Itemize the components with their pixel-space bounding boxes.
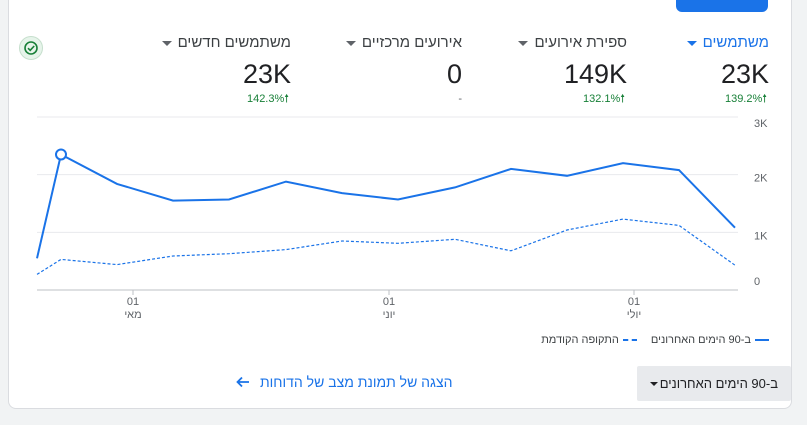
hover-point-marker [55,148,67,161]
metric-delta: - [458,93,462,105]
x-tick-month: מאי [124,309,141,321]
x-tick-month: יולי [627,308,641,321]
y-tick-label: 2K [754,173,768,185]
metric-label: משתמשים חדשים [177,34,291,51]
solid-line-swatch [755,339,769,341]
arrow-up-icon: 🠕 [284,93,289,105]
active-tab-indicator [676,0,768,12]
y-tick-label: 1K [754,230,768,242]
arrow-left-icon [236,376,249,388]
previous-period-line [36,218,736,275]
metric-delta: 🠕139.2% [724,93,767,105]
chevron-down-icon [518,40,529,46]
metric-label: משתמשים [702,34,769,51]
y-tick-label: 3K [754,118,768,130]
date-range-dropdown[interactable]: ב-90 הימים האחרונים [637,366,791,401]
metric-event-count[interactable]: ספירת אירועים 149K 🠕132.1% [518,33,627,106]
chevron-down-icon [686,40,697,46]
current-period-line [36,153,736,259]
chevron-down-icon [345,40,356,46]
metric-users[interactable]: משתמשים 23K 🠕139.2% [686,33,769,106]
link-label: הצגה של תמונת מצב של הדוחות [260,374,453,390]
chevron-down-icon [161,40,172,46]
metric-value: 149K [563,59,627,89]
chevron-down-icon [650,381,658,386]
legend-item-previous: התקופה הקודמת [541,334,637,346]
metric-label: ספירת אירועים [534,34,627,51]
metric-value: 23K [720,59,769,89]
date-range-label: ב-90 הימים האחרונים [659,376,778,391]
arrow-up-icon: 🠕 [762,93,767,105]
overview-card [8,0,792,409]
legend-label: ב-90 הימים האחרונים [650,334,751,346]
y-tick-label: 0 [754,276,760,288]
legend-item-current: ב-90 הימים האחרונים [651,334,769,346]
x-tick-day: 01 [127,296,139,308]
chart-legend: ב-90 הימים האחרונים התקופה הקודמת [541,334,769,346]
x-tick-day: 01 [383,296,395,308]
metric-value: 23K [242,59,291,89]
arrow-up-icon: 🠕 [620,93,625,105]
reports-snapshot-link[interactable]: הצגה של תמונת מצב של הדוחות [236,374,452,390]
check-circle-icon[interactable] [19,36,43,60]
dashed-line-swatch [622,339,637,341]
metric-new-users[interactable]: משתמשים חדשים 23K 🠕142.3% [161,33,291,106]
metric-label: אירועים מרכזיים [361,34,462,51]
legend-label: התקופה הקודמת [541,334,619,346]
metric-key-events[interactable]: אירועים מרכזיים 0 - [345,33,462,106]
x-tick-month: יוני [383,309,396,321]
metric-delta: 🠕132.1% [582,93,625,105]
x-tick-day: 01 [628,296,640,308]
metric-value: 0 [446,59,462,89]
metric-delta: 🠕142.3% [246,93,289,105]
